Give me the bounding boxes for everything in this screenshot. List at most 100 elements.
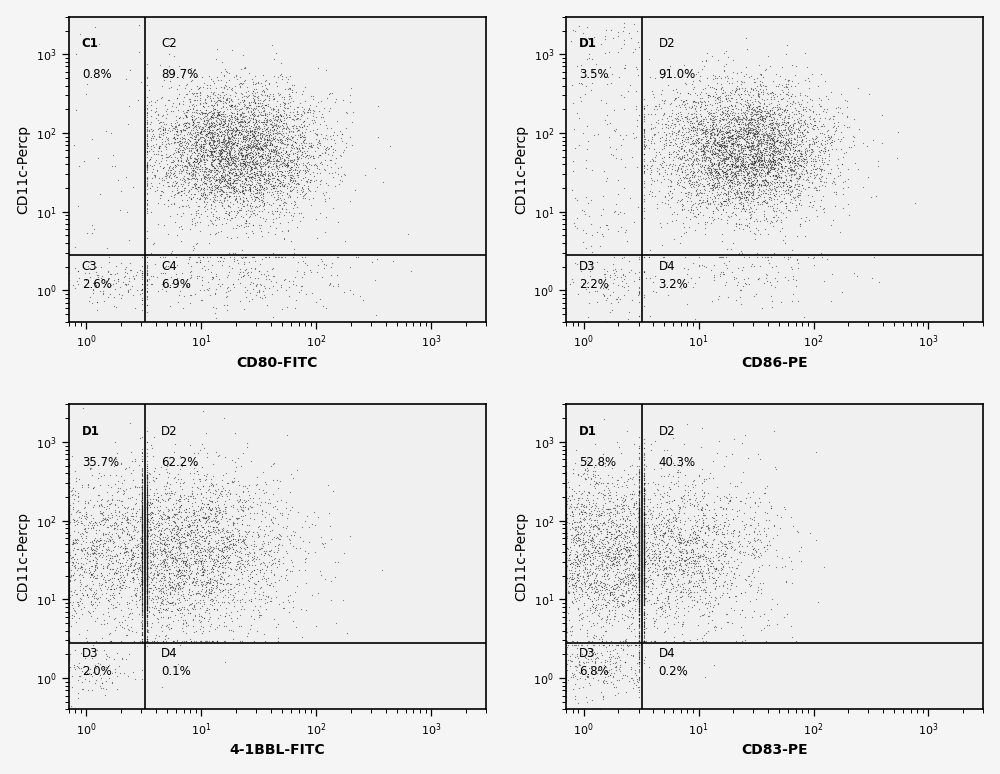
Point (219, 190, 235, 202)
Point (183, 567, 199, 580)
Point (115, 579, 131, 591)
Point (172, 450, 188, 462)
Point (708, 549, 724, 561)
Point (139, 548, 155, 560)
Point (574, 585, 590, 598)
Point (786, 160, 802, 173)
Point (123, 543, 139, 556)
Point (707, 163, 723, 176)
Point (228, 185, 244, 197)
Point (763, 141, 779, 153)
Point (270, 111, 286, 124)
Point (570, 528, 586, 540)
Point (636, 579, 652, 591)
Point (817, 146, 833, 158)
Point (203, 205, 219, 217)
Point (719, 108, 735, 120)
Point (117, 541, 133, 553)
Point (792, 217, 808, 230)
Point (630, 558, 646, 570)
Point (248, 140, 264, 152)
Point (61, 488, 77, 500)
Point (638, 536, 654, 549)
Point (234, 514, 250, 526)
Point (188, 625, 204, 637)
Point (758, 183, 774, 195)
Point (176, 635, 192, 647)
Point (233, 147, 249, 159)
Point (613, 639, 629, 651)
Point (778, 80, 794, 92)
Point (644, 537, 660, 550)
Point (660, 622, 676, 635)
Point (191, 163, 207, 176)
Point (636, 554, 652, 567)
Point (139, 635, 155, 647)
Point (595, 498, 611, 511)
Point (227, 100, 243, 112)
Point (275, 551, 291, 563)
Point (631, 552, 647, 564)
Point (576, 547, 592, 560)
Point (636, 591, 652, 603)
Point (591, 505, 607, 517)
Point (139, 159, 155, 171)
Point (61, 576, 77, 588)
Point (730, 153, 746, 166)
Point (292, 188, 308, 200)
Point (235, 187, 251, 199)
Point (652, 525, 668, 537)
Point (195, 594, 211, 606)
Point (631, 516, 647, 529)
Point (670, 144, 686, 156)
Point (139, 530, 155, 543)
Point (820, 124, 836, 136)
Point (180, 137, 196, 149)
Point (732, 160, 748, 173)
Point (186, 461, 202, 474)
Point (800, 251, 816, 263)
Point (86, 534, 102, 546)
Point (297, 563, 313, 576)
Point (139, 109, 155, 122)
Point (640, 549, 656, 561)
Point (724, 447, 740, 460)
Point (655, 109, 671, 122)
Point (139, 561, 155, 574)
Point (139, 137, 155, 149)
Point (596, 554, 612, 567)
Point (628, 521, 644, 533)
Point (636, 499, 652, 512)
Point (209, 251, 225, 263)
Point (672, 546, 688, 558)
Point (603, 515, 619, 527)
Point (740, 99, 756, 111)
Point (830, 101, 846, 113)
Point (260, 164, 276, 176)
Point (200, 537, 216, 550)
Point (139, 293, 155, 306)
Point (768, 145, 784, 157)
Point (62, 596, 78, 608)
Point (751, 151, 767, 163)
Point (251, 608, 267, 621)
Point (660, 536, 676, 549)
Point (301, 102, 317, 115)
Point (213, 115, 229, 128)
Point (134, 278, 150, 290)
Point (173, 603, 189, 615)
Point (113, 571, 129, 584)
Point (764, 160, 780, 173)
Point (776, 176, 792, 188)
Point (65, 482, 81, 495)
Point (234, 125, 250, 137)
Point (61, 594, 77, 607)
Point (722, 168, 738, 180)
Point (583, 586, 599, 598)
Point (139, 598, 155, 610)
Point (755, 183, 771, 196)
Point (622, 507, 638, 519)
Point (118, 74, 134, 86)
Point (619, 639, 635, 651)
Point (631, 525, 647, 537)
